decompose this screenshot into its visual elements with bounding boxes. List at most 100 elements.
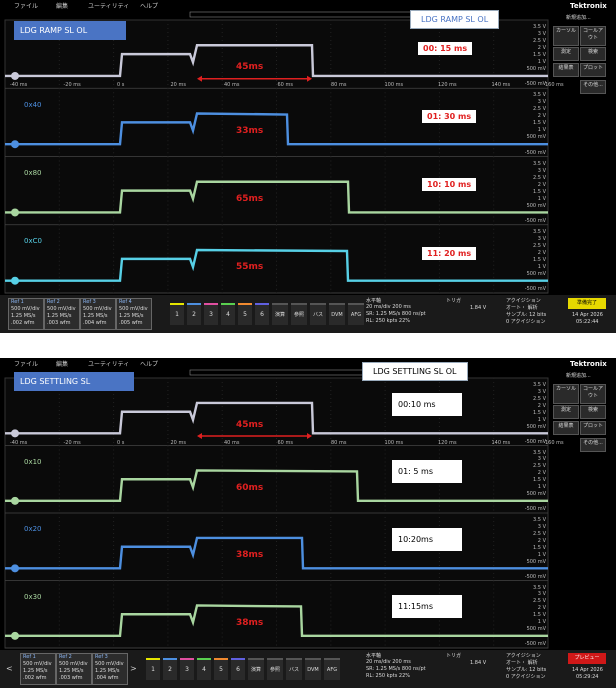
y-tick-label: 3 V xyxy=(537,591,546,598)
side-button[interactable]: 結果表 xyxy=(553,421,579,435)
channel-button[interactable]: DVM xyxy=(329,303,345,325)
side-button[interactable]: その他... xyxy=(580,80,606,94)
menu-item[interactable]: ファイル xyxy=(14,361,39,368)
channel-button[interactable]: AFG xyxy=(348,303,364,325)
channel-badge xyxy=(11,140,19,149)
ref-box[interactable]: Ref 4 500 mV/div 1.25 MS/s .005 wfm xyxy=(116,298,152,330)
channel-button[interactable]: 3 xyxy=(204,303,218,325)
ref-line: .002 wfm xyxy=(11,320,35,326)
label-box: LDG SETTLING SL OL xyxy=(362,362,468,381)
waveform xyxy=(5,401,548,435)
acquisition-line: サンプル: 12 bits xyxy=(506,312,547,318)
y-tick-label: 3.5 V xyxy=(533,584,546,591)
ref-line: 500 mV/div xyxy=(47,306,76,312)
measure-label: 45ms xyxy=(236,419,264,430)
channel-button[interactable]: 2 xyxy=(163,658,177,680)
channel-button[interactable]: 4 xyxy=(197,658,211,680)
waveform-area xyxy=(4,369,549,649)
x-tick-label: 0 s xyxy=(117,439,125,446)
y-tick-label: 2 V xyxy=(537,605,546,612)
channel-button[interactable]: 参照 xyxy=(267,658,283,680)
menu-item[interactable]: ヘルプ xyxy=(140,3,159,10)
channel-button[interactable]: AFG xyxy=(324,658,340,680)
channel-button[interactable]: バス xyxy=(310,303,326,325)
side-button[interactable]: 測定 xyxy=(553,405,579,419)
y-tick-label: -500 mV xyxy=(524,81,546,88)
ref-box[interactable]: Ref 2 500 mV/div 1.25 MS/s .003 wfm xyxy=(56,653,92,685)
status-button[interactable]: 準備完了 xyxy=(568,298,606,309)
menu-item[interactable]: 編集 xyxy=(56,361,69,368)
x-tick-label: 140 ms xyxy=(491,82,511,89)
side-button[interactable]: その他... xyxy=(580,438,606,452)
ref-box[interactable]: Ref 2 500 mV/div 1.25 MS/s .003 wfm xyxy=(44,298,80,330)
side-button[interactable]: コールアウト xyxy=(580,26,606,46)
y-tick-label: 3.5 V xyxy=(533,517,546,523)
channel-button[interactable]: 演算 xyxy=(248,658,264,680)
ref-name: Ref 1 xyxy=(11,299,24,305)
ref-name: Ref 2 xyxy=(47,299,60,305)
side-header: 新規追加... xyxy=(566,15,591,21)
y-tick-label: 1.5 V xyxy=(533,612,546,619)
ref-line: 1.25 MS/s xyxy=(95,668,120,674)
channel-button[interactable]: 6 xyxy=(231,658,245,680)
ref-box[interactable]: Ref 1 500 mV/div 1.25 MS/s .002 wfm xyxy=(20,653,56,685)
y-tick-label: 1.5 V xyxy=(533,409,546,416)
menu-item[interactable]: ユーティリティ xyxy=(88,361,130,368)
channel-button[interactable]: 4 xyxy=(221,303,235,325)
channel-button[interactable]: 5 xyxy=(238,303,252,325)
x-tick-label: 60 ms xyxy=(277,82,293,89)
side-button[interactable]: プロット xyxy=(580,63,606,77)
channel-button[interactable]: バス xyxy=(286,658,302,680)
x-tick-label: 40 ms xyxy=(224,439,240,446)
side-button[interactable]: カーソル xyxy=(553,384,579,404)
trigger-title: トリガ xyxy=(446,298,462,304)
measure-label: 55ms xyxy=(236,262,264,273)
scroll-right[interactable]: > xyxy=(130,664,137,673)
y-tick-label: 500 mV xyxy=(526,626,546,633)
channel-button[interactable]: 演算 xyxy=(272,303,288,325)
channel-button[interactable]: 3 xyxy=(180,658,194,680)
ref-box[interactable]: Ref 3 500 mV/div 1.25 MS/s .004 wfm xyxy=(92,653,128,685)
channel-button[interactable]: 1 xyxy=(170,303,184,325)
y-tick-label: 2 V xyxy=(537,249,546,256)
y-tick-label: 1.5 V xyxy=(533,544,546,551)
channel-button[interactable]: 6 xyxy=(255,303,269,325)
y-tick-label: 2.5 V xyxy=(533,106,546,113)
x-tick-label: 20 ms xyxy=(170,439,186,446)
y-tick-label: 3.5 V xyxy=(533,92,546,99)
menu-item[interactable]: ヘルプ xyxy=(140,361,159,368)
ref-line: .004 wfm xyxy=(95,675,119,681)
side-button[interactable]: コールアウト xyxy=(580,384,606,404)
side-button[interactable]: 結果表 xyxy=(553,63,579,77)
ref-line: 500 mV/div xyxy=(59,661,88,667)
y-tick-label: 2.5 V xyxy=(533,174,546,181)
menu-item[interactable]: 編集 xyxy=(56,3,69,10)
y-tick-label: -500 mV xyxy=(524,506,546,512)
channel-button[interactable]: 参照 xyxy=(291,303,307,325)
y-tick-label: 3.5 V xyxy=(533,382,546,388)
y-tick-label: -500 mV xyxy=(524,641,546,647)
scroll-left[interactable]: < xyxy=(6,664,13,673)
ref-box[interactable]: Ref 3 500 mV/div 1.25 MS/s .004 wfm xyxy=(80,298,116,330)
channel-label: 0x20 xyxy=(24,525,42,534)
side-button[interactable]: 検索 xyxy=(580,405,606,419)
side-button[interactable]: 測定 xyxy=(553,47,579,61)
side-button[interactable]: プロット xyxy=(580,421,606,435)
measure-label: 45ms xyxy=(236,62,264,73)
ref-box[interactable]: Ref 1 500 mV/div 1.25 MS/s .002 wfm xyxy=(8,298,44,330)
channel-button[interactable]: DVM xyxy=(305,658,321,680)
side-button[interactable]: 検索 xyxy=(580,47,606,61)
menu-item[interactable]: ファイル xyxy=(14,3,39,10)
channel-badge xyxy=(11,71,19,80)
menu-item[interactable]: ユーティリティ xyxy=(88,3,130,10)
status-button[interactable]: プレビュー xyxy=(568,653,606,664)
channel-badge xyxy=(11,208,19,217)
annotation: 11:15ms xyxy=(392,595,462,619)
channel-button[interactable]: 2 xyxy=(187,303,201,325)
channel-button[interactable]: 1 xyxy=(146,658,160,680)
x-tick-label: 120 ms xyxy=(438,82,457,89)
x-tick-label: 100 ms xyxy=(384,439,404,446)
channel-button[interactable]: 5 xyxy=(214,658,228,680)
side-button[interactable]: カーソル xyxy=(553,26,579,46)
